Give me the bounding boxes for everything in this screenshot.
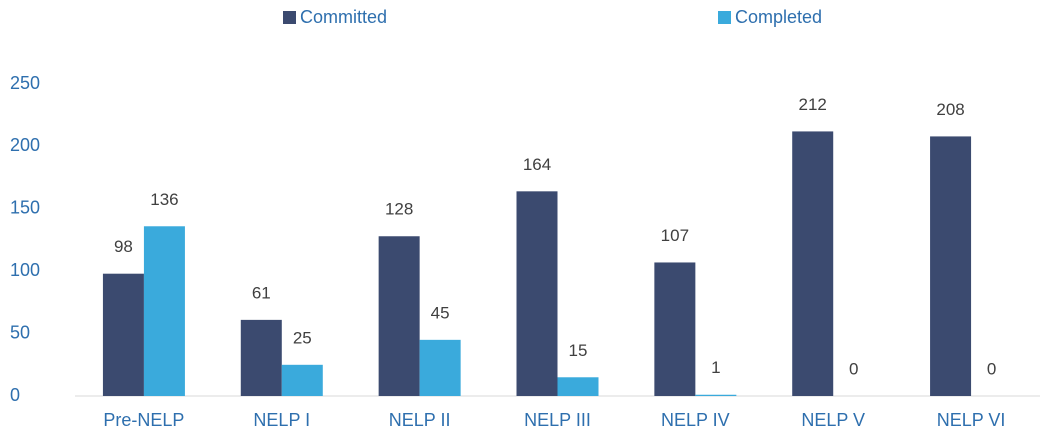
bar [695,394,737,396]
y-tick-label: 0 [10,385,20,405]
x-tick-label: NELP I [253,410,310,430]
bar [419,339,461,396]
bar [378,236,420,396]
data-label: 98 [114,237,133,256]
data-label: 212 [799,95,827,114]
data-label: 25 [293,328,312,347]
data-label: 136 [150,190,178,209]
bar [516,191,558,396]
x-tick-label: Pre-NELP [103,410,184,430]
x-tick-label: NELP III [524,410,591,430]
data-label: 45 [431,303,450,322]
data-label: 0 [849,359,858,378]
bar [792,131,834,396]
x-tick-label: NELP VI [937,410,1006,430]
legend-swatch [718,11,731,24]
bar [930,136,972,396]
data-label: 164 [523,155,551,174]
bar [240,319,282,396]
legend-swatch [283,11,296,24]
data-label: 0 [987,359,996,378]
data-label: 1 [711,358,720,377]
legend-label: Completed [735,7,822,27]
x-tick-label: NELP V [801,410,865,430]
bar [557,377,599,396]
data-label: 107 [661,226,689,245]
legend-label: Committed [300,7,387,27]
bar [102,273,144,396]
data-label: 15 [569,341,588,360]
y-tick-label: 250 [10,73,40,93]
bar [143,226,185,396]
bar [654,262,696,396]
x-tick-label: NELP II [389,410,451,430]
y-tick-label: 50 [10,322,30,342]
data-label: 128 [385,200,413,219]
bar [281,364,323,396]
y-tick-label: 100 [10,260,40,280]
data-label: 208 [936,100,964,119]
y-tick-label: 200 [10,135,40,155]
data-label: 61 [252,283,271,302]
x-tick-label: NELP IV [661,410,730,430]
y-tick-label: 150 [10,198,40,218]
